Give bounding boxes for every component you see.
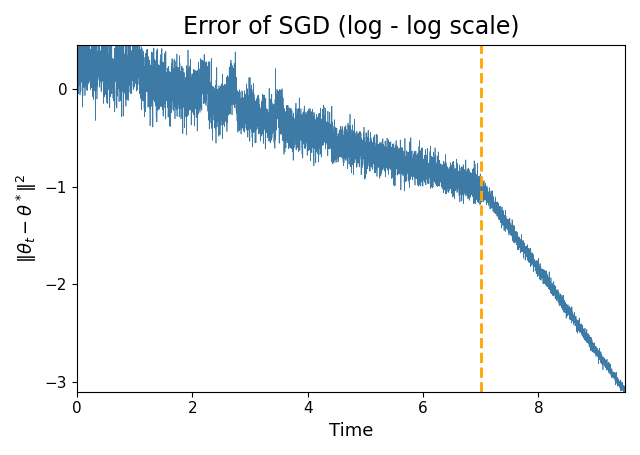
Y-axis label: $\|\theta_t - \theta^*\|^2$: $\|\theta_t - \theta^*\|^2$ [15, 174, 39, 263]
X-axis label: Time: Time [329, 422, 373, 440]
Title: Error of SGD (log - log scale): Error of SGD (log - log scale) [182, 15, 519, 39]
